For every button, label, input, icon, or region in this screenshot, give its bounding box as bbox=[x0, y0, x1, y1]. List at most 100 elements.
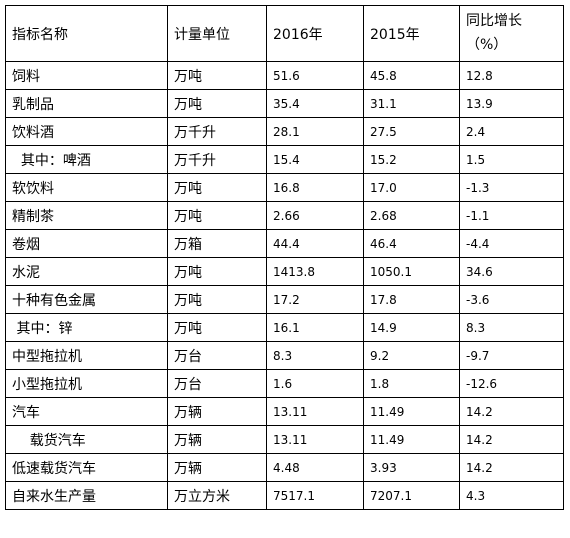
value-2016-cell: 8.3 bbox=[266, 341, 364, 370]
table-row: 乳制品 万吨 35.4 31.1 13.9 bbox=[5, 89, 564, 118]
growth-cell: -3.6 bbox=[459, 285, 564, 314]
indicator-name-cell: 饲料 bbox=[5, 61, 168, 90]
table-row: 小型拖拉机 万台 1.6 1.8 -12.6 bbox=[5, 369, 564, 398]
unit-cell: 万吨 bbox=[167, 285, 267, 314]
value-2016-cell: 4.48 bbox=[266, 453, 364, 482]
growth-cell: 2.4 bbox=[459, 117, 564, 146]
growth-cell: 14.2 bbox=[459, 397, 564, 426]
value-2015-cell: 27.5 bbox=[363, 117, 460, 146]
value-2016-cell: 16.1 bbox=[266, 313, 364, 342]
growth-cell: -1.3 bbox=[459, 173, 564, 202]
table-row: 软饮料 万吨 16.8 17.0 -1.3 bbox=[5, 173, 564, 202]
value-2016-cell: 7517.1 bbox=[266, 481, 364, 510]
growth-cell: 4.3 bbox=[459, 481, 564, 510]
table-row: 饲料 万吨 51.6 45.8 12.8 bbox=[5, 61, 564, 90]
header-growth-unit: （%） bbox=[466, 36, 508, 53]
indicator-name-cell: 十种有色金属 bbox=[5, 285, 168, 314]
growth-cell: -12.6 bbox=[459, 369, 564, 398]
table-row: 其中：锌 万吨 16.1 14.9 8.3 bbox=[5, 313, 564, 342]
header-row: 指标名称 计量单位 2016年 2015年 同比增长 （%） bbox=[5, 5, 564, 62]
table-row: 低速载货汽车 万辆 4.48 3.93 14.2 bbox=[5, 453, 564, 482]
unit-cell: 万吨 bbox=[167, 89, 267, 118]
indicator-name-cell: 软饮料 bbox=[5, 173, 168, 202]
indicator-name-cell: 其中：锌 bbox=[5, 313, 168, 342]
unit-cell: 万辆 bbox=[167, 397, 267, 426]
unit-cell: 万台 bbox=[167, 369, 267, 398]
value-2015-cell: 17.0 bbox=[363, 173, 460, 202]
unit-cell: 万千升 bbox=[167, 145, 267, 174]
growth-cell: 14.2 bbox=[459, 453, 564, 482]
table-body: 饲料 万吨 51.6 45.8 12.8 乳制品 万吨 35.4 31.1 13.9 饮料酒 万千升 2… bbox=[5, 61, 564, 510]
value-2016-cell: 17.2 bbox=[266, 285, 364, 314]
value-2016-cell: 1413.8 bbox=[266, 257, 364, 286]
indicator-name-cell: 自来水生产量 bbox=[5, 481, 168, 510]
unit-cell: 万吨 bbox=[167, 201, 267, 230]
value-2016-cell: 1.6 bbox=[266, 369, 364, 398]
value-2016-cell: 16.8 bbox=[266, 173, 364, 202]
growth-cell: -4.4 bbox=[459, 229, 564, 258]
table-row: 其中：啤酒 万千升 15.4 15.2 1.5 bbox=[5, 145, 564, 174]
value-2015-cell: 3.93 bbox=[363, 453, 460, 482]
table-row: 饮料酒 万千升 28.1 27.5 2.4 bbox=[5, 117, 564, 146]
value-2015-cell: 1050.1 bbox=[363, 257, 460, 286]
header-2016: 2016年 bbox=[266, 5, 364, 62]
header-growth: 同比增长 （%） bbox=[459, 5, 564, 62]
value-2015-cell: 9.2 bbox=[363, 341, 460, 370]
unit-cell: 万箱 bbox=[167, 229, 267, 258]
indicator-name-cell: 饮料酒 bbox=[5, 117, 168, 146]
value-2015-cell: 2.68 bbox=[363, 201, 460, 230]
table-row: 载货汽车 万辆 13.11 11.49 14.2 bbox=[5, 425, 564, 454]
growth-cell: 8.3 bbox=[459, 313, 564, 342]
indicator-name-cell: 汽车 bbox=[5, 397, 168, 426]
unit-cell: 万立方米 bbox=[167, 481, 267, 510]
table-row: 精制茶 万吨 2.66 2.68 -1.1 bbox=[5, 201, 564, 230]
indicator-name-cell: 卷烟 bbox=[5, 229, 168, 258]
table-row: 水泥 万吨 1413.8 1050.1 34.6 bbox=[5, 257, 564, 286]
table-row: 汽车 万辆 13.11 11.49 14.2 bbox=[5, 397, 564, 426]
value-2015-cell: 14.9 bbox=[363, 313, 460, 342]
growth-cell: 1.5 bbox=[459, 145, 564, 174]
value-2015-cell: 1.8 bbox=[363, 369, 460, 398]
unit-cell: 万台 bbox=[167, 341, 267, 370]
value-2015-cell: 11.49 bbox=[363, 397, 460, 426]
growth-cell: -1.1 bbox=[459, 201, 564, 230]
unit-cell: 万千升 bbox=[167, 117, 267, 146]
value-2016-cell: 28.1 bbox=[266, 117, 364, 146]
value-2015-cell: 31.1 bbox=[363, 89, 460, 118]
growth-cell: 13.9 bbox=[459, 89, 564, 118]
header-unit: 计量单位 bbox=[167, 5, 267, 62]
indicator-name-cell: 小型拖拉机 bbox=[5, 369, 168, 398]
unit-cell: 万吨 bbox=[167, 313, 267, 342]
indicator-name-cell: 乳制品 bbox=[5, 89, 168, 118]
value-2016-cell: 13.11 bbox=[266, 425, 364, 454]
unit-cell: 万吨 bbox=[167, 61, 267, 90]
indicator-name-cell: 水泥 bbox=[5, 257, 168, 286]
growth-cell: 14.2 bbox=[459, 425, 564, 454]
growth-cell: 12.8 bbox=[459, 61, 564, 90]
value-2016-cell: 15.4 bbox=[266, 145, 364, 174]
value-2016-cell: 44.4 bbox=[266, 229, 364, 258]
table-row: 中型拖拉机 万台 8.3 9.2 -9.7 bbox=[5, 341, 564, 370]
value-2015-cell: 15.2 bbox=[363, 145, 460, 174]
table-row: 卷烟 万箱 44.4 46.4 -4.4 bbox=[5, 229, 564, 258]
unit-cell: 万吨 bbox=[167, 173, 267, 202]
unit-cell: 万辆 bbox=[167, 425, 267, 454]
value-2015-cell: 45.8 bbox=[363, 61, 460, 90]
statistics-table: 指标名称 计量单位 2016年 2015年 同比增长 （%） 饲料 万吨 51.6 4… bbox=[5, 5, 564, 510]
header-growth-title: 同比增长 bbox=[466, 12, 522, 29]
header-indicator-name: 指标名称 bbox=[5, 5, 168, 62]
indicator-name-cell: 中型拖拉机 bbox=[5, 341, 168, 370]
value-2015-cell: 46.4 bbox=[363, 229, 460, 258]
growth-cell: -9.7 bbox=[459, 341, 564, 370]
value-2016-cell: 35.4 bbox=[266, 89, 364, 118]
growth-cell: 34.6 bbox=[459, 257, 564, 286]
indicator-name-cell: 低速载货汽车 bbox=[5, 453, 168, 482]
value-2016-cell: 2.66 bbox=[266, 201, 364, 230]
table-row: 十种有色金属 万吨 17.2 17.8 -3.6 bbox=[5, 285, 564, 314]
unit-cell: 万辆 bbox=[167, 453, 267, 482]
value-2015-cell: 11.49 bbox=[363, 425, 460, 454]
value-2016-cell: 51.6 bbox=[266, 61, 364, 90]
unit-cell: 万吨 bbox=[167, 257, 267, 286]
indicator-name-cell: 精制茶 bbox=[5, 201, 168, 230]
table-row: 自来水生产量 万立方米 7517.1 7207.1 4.3 bbox=[5, 481, 564, 510]
